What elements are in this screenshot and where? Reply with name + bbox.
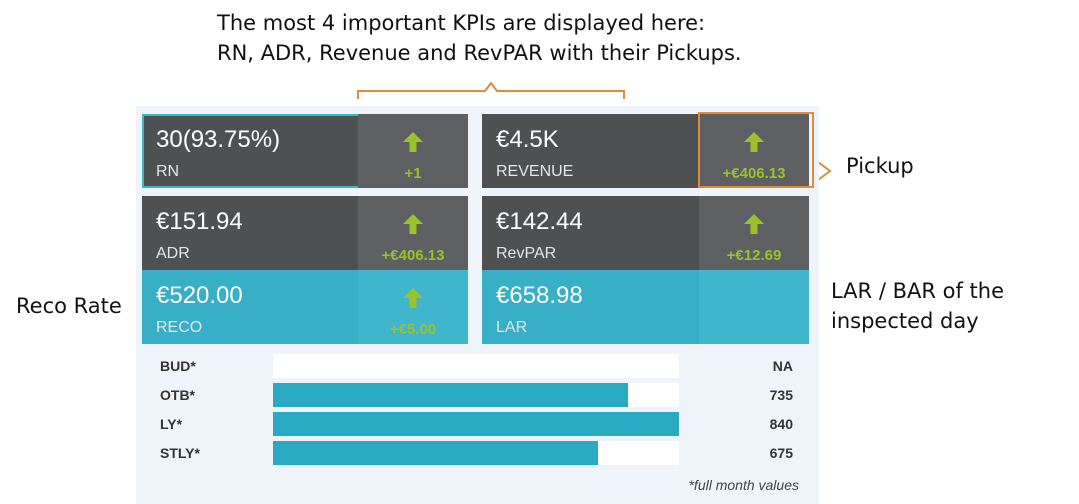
bar-row-stly: STLY* 675 bbox=[136, 441, 819, 465]
bar-fill bbox=[273, 383, 629, 407]
bar-fill bbox=[273, 441, 598, 465]
kpi-value: €142.44 bbox=[496, 208, 583, 235]
annotation-line: inspected day bbox=[831, 309, 979, 333]
kpi-tile-revenue[interactable]: €4.5K REVENUE +€406.13 bbox=[482, 114, 809, 188]
kpi-value: €658.98 bbox=[496, 282, 583, 309]
kpi-pickup-value: +€406.13 bbox=[722, 165, 786, 182]
bar-value: 735 bbox=[769, 387, 793, 403]
kpi-pickup-box bbox=[699, 270, 809, 344]
kpi-value: 30(93.75%) bbox=[156, 126, 281, 153]
kpi-label: ADR bbox=[156, 245, 190, 262]
annotation-line: RN, ADR, Revenue and RevPAR with their P… bbox=[217, 41, 742, 65]
kpi-value-box: €658.98 LAR bbox=[482, 270, 698, 344]
annotation-line: The most 4 important KPIs are displayed … bbox=[217, 11, 706, 35]
kpi-pickup-box: +€5.00 bbox=[358, 270, 468, 344]
kpi-label: RECO bbox=[156, 319, 203, 336]
up-arrow-icon bbox=[403, 132, 423, 152]
bar-track bbox=[273, 383, 679, 407]
kpi-value-box: €151.94 ADR bbox=[142, 196, 358, 270]
annotation-reco-rate: Reco Rate bbox=[16, 294, 122, 318]
bar-value: NA bbox=[772, 358, 793, 374]
kpi-value-box: 30(93.75%) RN bbox=[142, 114, 358, 188]
kpi-label: RevPAR bbox=[496, 245, 557, 262]
kpi-value: €520.00 bbox=[156, 282, 243, 309]
annotation-lar-bar: LAR / BAR of the inspected day bbox=[831, 276, 1004, 336]
kpi-pickup-box: +€12.69 bbox=[699, 196, 809, 270]
kpi-value-box: €142.44 RevPAR bbox=[482, 196, 698, 270]
kpi-pickup-value: +€406.13 bbox=[381, 247, 445, 264]
up-arrow-icon bbox=[744, 132, 764, 152]
kpi-tile-reco[interactable]: €520.00 RECO +€5.00 bbox=[142, 270, 468, 344]
kpi-tile-lar[interactable]: €658.98 LAR bbox=[482, 270, 809, 344]
brace-icon bbox=[357, 82, 625, 99]
bar-fill bbox=[273, 412, 679, 436]
kpi-label: LAR bbox=[496, 319, 528, 336]
comparison-bars: BUD* NA OTB* 735 LY* 840 STLY* 675 *full… bbox=[136, 344, 819, 504]
kpi-pickup-box: +1 bbox=[358, 114, 468, 188]
bar-track bbox=[273, 412, 679, 436]
up-arrow-icon bbox=[744, 214, 764, 234]
kpi-value: €4.5K bbox=[496, 126, 559, 153]
kpi-value-box: €520.00 RECO bbox=[142, 270, 358, 344]
kpi-value-box: €4.5K REVENUE bbox=[482, 114, 698, 188]
kpi-label: REVENUE bbox=[496, 163, 574, 180]
up-arrow-icon bbox=[403, 288, 423, 308]
bar-row-otb: OTB* 735 bbox=[136, 383, 819, 407]
annotation-pickup: Pickup bbox=[846, 154, 914, 178]
annotation-kpi-description: The most 4 important KPIs are displayed … bbox=[217, 8, 837, 68]
bar-row-ly: LY* 840 bbox=[136, 412, 819, 436]
up-arrow-icon bbox=[403, 214, 423, 234]
kpi-pickup-box: +€406.13 bbox=[358, 196, 468, 270]
bar-track bbox=[273, 354, 679, 378]
kpi-tile-adr[interactable]: €151.94 ADR +€406.13 bbox=[142, 196, 468, 270]
kpi-tile-rn[interactable]: 30(93.75%) RN +1 bbox=[142, 114, 468, 188]
bar-track bbox=[273, 441, 679, 465]
kpi-pickup-value: +€5.00 bbox=[389, 321, 437, 338]
bar-label: BUD* bbox=[160, 358, 196, 374]
kpi-value: €151.94 bbox=[156, 208, 243, 235]
bar-label: LY* bbox=[160, 416, 183, 432]
bar-row-bud: BUD* NA bbox=[136, 354, 819, 378]
kpi-label: RN bbox=[156, 163, 180, 180]
pickup-highlight-frame bbox=[698, 112, 814, 188]
kpi-panel: 30(93.75%) RN +1 €4.5K REVENUE +€406.13 … bbox=[136, 106, 819, 504]
kpi-tile-revpar[interactable]: €142.44 RevPAR +€12.69 bbox=[482, 196, 809, 270]
annotation-line: LAR / BAR of the bbox=[831, 279, 1004, 303]
kpi-pickup-box: +€406.13 bbox=[699, 114, 809, 188]
kpi-pickup-value: +€12.69 bbox=[726, 247, 782, 264]
kpi-pickup-value: +1 bbox=[404, 165, 422, 182]
bar-label: STLY* bbox=[160, 445, 200, 461]
bar-value: 840 bbox=[769, 416, 793, 432]
bar-value: 675 bbox=[769, 445, 793, 461]
footnote: *full month values bbox=[688, 477, 799, 493]
bar-label: OTB* bbox=[160, 387, 195, 403]
